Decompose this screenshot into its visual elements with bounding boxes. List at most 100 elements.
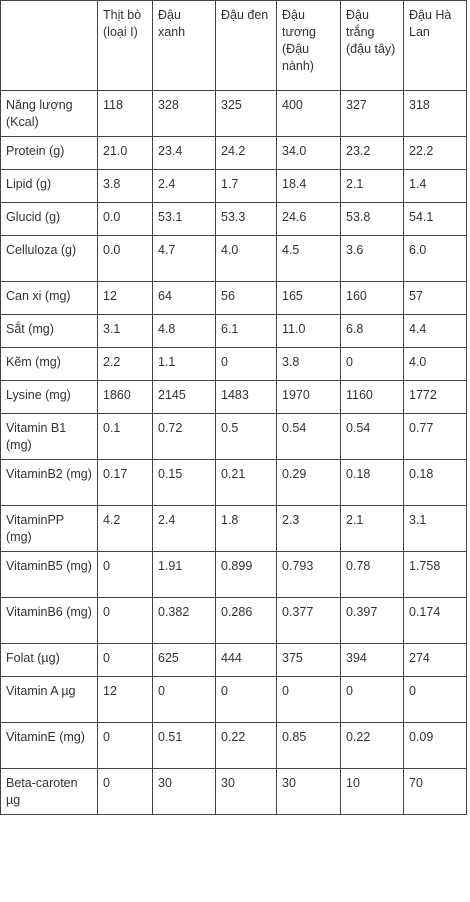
row-label-cell: Sắt (mg) <box>0 314 98 348</box>
value-cell: 0.51 <box>152 722 216 769</box>
value-cell: 1.7 <box>215 169 277 203</box>
value-cell: 0.22 <box>340 722 404 769</box>
value-cell: 0.17 <box>97 459 153 506</box>
row-label-cell: Vitamin A µg <box>0 676 98 723</box>
header-cell-dau-trang: Đậu trắng (đậu tây) <box>340 0 404 91</box>
value-cell: 2.3 <box>276 505 341 552</box>
value-cell: 0.77 <box>403 413 467 460</box>
value-cell: 1.4 <box>403 169 467 203</box>
value-cell: 1.91 <box>152 551 216 598</box>
nutrition-comparison-table: Thịt bò (loại I) Đậu xanh Đậu đen Đậu tư… <box>0 0 467 815</box>
table-row: Folat (µg) 0 625 444 375 394 274 <box>0 643 467 677</box>
value-cell: 0 <box>97 643 153 677</box>
table-row: Lysine (mg) 1860 2145 1483 1970 1160 1772 <box>0 380 467 414</box>
value-cell: 318 <box>403 90 467 137</box>
row-label-cell: Lysine (mg) <box>0 380 98 414</box>
table-row: Lipid (g) 3.8 2.4 1.7 18.4 2.1 1.4 <box>0 169 467 203</box>
value-cell: 1772 <box>403 380 467 414</box>
header-cell-thit-bo: Thịt bò (loại I) <box>97 0 153 91</box>
value-cell: 0.0 <box>97 235 153 282</box>
table-row: Can xi (mg) 12 64 56 165 160 57 <box>0 281 467 315</box>
value-cell: 0 <box>276 676 341 723</box>
row-label-cell: Celluloza (g) <box>0 235 98 282</box>
value-cell: 165 <box>276 281 341 315</box>
value-cell: 0.377 <box>276 597 341 644</box>
value-cell: 12 <box>97 281 153 315</box>
value-cell: 4.7 <box>152 235 216 282</box>
value-cell: 2.4 <box>152 169 216 203</box>
table-row: VitaminE (mg) 0 0.51 0.22 0.85 0.22 0.09 <box>0 722 467 769</box>
value-cell: 24.6 <box>276 202 341 236</box>
value-cell: 6.0 <box>403 235 467 282</box>
value-cell: 0 <box>215 676 277 723</box>
value-cell: 375 <box>276 643 341 677</box>
table-header-row: Thịt bò (loại I) Đậu xanh Đậu đen Đậu tư… <box>0 0 467 91</box>
value-cell: 30 <box>152 768 216 815</box>
row-label-cell: Kẽm (mg) <box>0 347 98 381</box>
value-cell: 18.4 <box>276 169 341 203</box>
value-cell: 0.0 <box>97 202 153 236</box>
value-cell: 0 <box>152 676 216 723</box>
row-label-cell: VitaminB6 (mg) <box>0 597 98 644</box>
value-cell: 23.2 <box>340 136 404 170</box>
value-cell: 0.21 <box>215 459 277 506</box>
value-cell: 0.382 <box>152 597 216 644</box>
row-label-cell: Năng lượng (Kcal) <box>0 90 98 137</box>
value-cell: 0.22 <box>215 722 277 769</box>
value-cell: 0 <box>403 676 467 723</box>
value-cell: 4.0 <box>215 235 277 282</box>
value-cell: 160 <box>340 281 404 315</box>
value-cell: 3.8 <box>97 169 153 203</box>
table-row: VitaminB6 (mg) 0 0.382 0.286 0.377 0.397 0.174 <box>0 597 467 644</box>
value-cell: 24.2 <box>215 136 277 170</box>
value-cell: 0 <box>97 768 153 815</box>
row-label-cell: Vitamin B1 (mg) <box>0 413 98 460</box>
value-cell: 1483 <box>215 380 277 414</box>
row-label-cell: VitaminB2 (mg) <box>0 459 98 506</box>
value-cell: 0 <box>97 551 153 598</box>
value-cell: 10 <box>340 768 404 815</box>
value-cell: 1860 <box>97 380 153 414</box>
value-cell: 54.1 <box>403 202 467 236</box>
value-cell: 6.1 <box>215 314 277 348</box>
value-cell: 0 <box>97 597 153 644</box>
row-label-cell: Can xi (mg) <box>0 281 98 315</box>
value-cell: 0.793 <box>276 551 341 598</box>
value-cell: 1970 <box>276 380 341 414</box>
row-label-cell: VitaminB5 (mg) <box>0 551 98 598</box>
value-cell: 2.1 <box>340 505 404 552</box>
value-cell: 0 <box>215 347 277 381</box>
table-row: Beta-caroten µg 0 30 30 30 10 70 <box>0 768 467 815</box>
value-cell: 0.1 <box>97 413 153 460</box>
value-cell: 11.0 <box>276 314 341 348</box>
value-cell: 0.29 <box>276 459 341 506</box>
value-cell: 53.3 <box>215 202 277 236</box>
value-cell: 274 <box>403 643 467 677</box>
row-label-cell: Beta-caroten µg <box>0 768 98 815</box>
table-row: Glucid (g) 0.0 53.1 53.3 24.6 53.8 54.1 <box>0 202 467 236</box>
value-cell: 328 <box>152 90 216 137</box>
value-cell: 3.1 <box>97 314 153 348</box>
value-cell: 0.174 <box>403 597 467 644</box>
value-cell: 0 <box>97 722 153 769</box>
row-label-cell: Glucid (g) <box>0 202 98 236</box>
row-label-cell: Folat (µg) <box>0 643 98 677</box>
value-cell: 2.4 <box>152 505 216 552</box>
table-row: Protein (g) 21.0 23.4 24.2 34.0 23.2 22.2 <box>0 136 467 170</box>
value-cell: 4.5 <box>276 235 341 282</box>
value-cell: 0.286 <box>215 597 277 644</box>
value-cell: 4.0 <box>403 347 467 381</box>
value-cell: 400 <box>276 90 341 137</box>
row-label-cell: VitaminE (mg) <box>0 722 98 769</box>
header-cell-empty <box>0 0 98 91</box>
value-cell: 30 <box>215 768 277 815</box>
table-row: Kẽm (mg) 2.2 1.1 0 3.8 0 4.0 <box>0 347 467 381</box>
value-cell: 64 <box>152 281 216 315</box>
table-row: VitaminPP (mg) 4.2 2.4 1.8 2.3 2.1 3.1 <box>0 505 467 552</box>
row-label-cell: Protein (g) <box>0 136 98 170</box>
value-cell: 0.397 <box>340 597 404 644</box>
value-cell: 0.72 <box>152 413 216 460</box>
value-cell: 2.2 <box>97 347 153 381</box>
value-cell: 3.1 <box>403 505 467 552</box>
table-row: Sắt (mg) 3.1 4.8 6.1 11.0 6.8 4.4 <box>0 314 467 348</box>
